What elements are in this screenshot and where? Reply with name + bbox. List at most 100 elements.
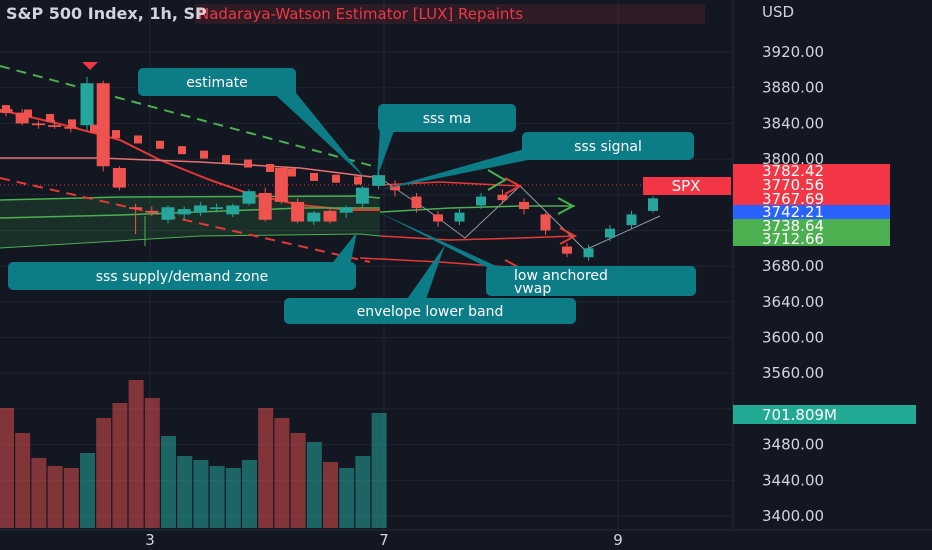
- projection-upper-line: [379, 181, 521, 187]
- volume-bar: [209, 466, 225, 528]
- candle: [80, 83, 94, 126]
- projection-green-line: [379, 205, 575, 213]
- volume-bar: [63, 468, 79, 528]
- envelope-lower-dash: [0, 177, 371, 263]
- price-tick-label: 3640.00: [762, 293, 824, 311]
- price-tag-bg: [733, 232, 890, 246]
- annotation-pointer-sss-zone: [330, 232, 357, 266]
- price-tick-label: 3800.00: [762, 150, 824, 168]
- candles: [0, 76, 386, 235]
- candle: [31, 123, 45, 126]
- candle: [48, 125, 62, 127]
- annotation-box-sss-zone[interactable]: [8, 262, 356, 290]
- price-tag-label: 3742.21: [762, 203, 824, 221]
- projection-zigzag: [379, 177, 661, 251]
- volume-bar: [306, 442, 322, 528]
- indicator-title[interactable]: Nadaraya-Watson Estimator [LUX] Repaints: [198, 5, 523, 23]
- price-tag-bg: [733, 164, 890, 178]
- price-tag-bg: [733, 219, 890, 233]
- estimate-dot: [156, 140, 164, 149]
- estimate-candle: [454, 212, 465, 222]
- annotation-envelope-lower: envelope lower band: [357, 304, 504, 320]
- annotation-low-vwap-line1: low anchored: [514, 268, 608, 284]
- envelope-upper-dash: [0, 65, 381, 169]
- price-tag-label: 3770.56: [762, 176, 824, 194]
- price-tag-label: 3712.66: [762, 230, 824, 248]
- estimate-dot: [200, 150, 208, 159]
- estimate-dot: [112, 130, 120, 139]
- estimate-candle: [433, 214, 443, 222]
- price-tag-bg: [733, 192, 890, 206]
- annotations: estimate sss ma sss signal sss supply/de…: [8, 68, 696, 324]
- volume-bar: [339, 468, 355, 528]
- volume-bar: [15, 433, 31, 528]
- price-tick-label: 3680.00: [762, 257, 824, 275]
- price-tick-label: 3560.00: [762, 364, 824, 382]
- sss-signal-line: [0, 157, 381, 179]
- estimate-dot: [332, 174, 340, 183]
- arrow-red-upper: [504, 177, 523, 195]
- annotation-box-envelope[interactable]: [284, 298, 576, 324]
- time-axis-ticks: 3 7 9: [145, 531, 623, 549]
- price-tag-label: 3767.69: [762, 190, 824, 208]
- projection-lower-line: [379, 235, 576, 241]
- estimate-candle: [540, 214, 551, 231]
- candle: [307, 212, 321, 222]
- volume-bar: [47, 466, 63, 528]
- estimate-candle: [497, 194, 508, 201]
- volume-bar: [371, 413, 387, 528]
- price-tag-label: 3738.64: [762, 217, 824, 235]
- annotation-box-sss-signal[interactable]: [522, 132, 694, 160]
- arrow-red-mid: [559, 227, 578, 245]
- volume-tag: 701.809M: [762, 406, 837, 424]
- candle: [161, 207, 175, 220]
- symbol-tag: SPX: [672, 177, 701, 195]
- volume-bar: [128, 380, 144, 528]
- estimate-candle: [626, 214, 637, 226]
- candle: [112, 168, 126, 188]
- estimate-candles: [390, 180, 658, 261]
- time-tick-label: 9: [613, 531, 623, 549]
- candle: [0, 109, 13, 113]
- candle: [242, 191, 256, 204]
- estimate-candle: [390, 185, 400, 191]
- signal-marker-icon: [82, 62, 98, 70]
- annotation-box-estimate[interactable]: [138, 68, 296, 96]
- annotation-pointer-estimate: [268, 88, 365, 178]
- vwap-line: [0, 207, 380, 219]
- estimate-dot: [354, 176, 362, 185]
- price-tick-label: 3920.00: [762, 43, 824, 61]
- symbol-title[interactable]: S&P 500 Index, 1h, SP: [6, 4, 207, 23]
- estimate-candle: [583, 248, 594, 258]
- annotation-pointer-envelope: [405, 245, 445, 302]
- volume-bar: [112, 403, 128, 528]
- price-tick-label: 3480.00: [762, 436, 824, 454]
- annotation-box-vwap[interactable]: [486, 266, 696, 296]
- estimate-dot: [244, 159, 252, 168]
- candle: [323, 210, 337, 222]
- annotation-sss-ma: sss ma: [423, 111, 472, 127]
- symbol-tag-bg[interactable]: [643, 177, 731, 195]
- candle: [64, 126, 78, 129]
- candle: [226, 205, 240, 215]
- volume-bar: [258, 408, 274, 528]
- candle: [291, 201, 305, 222]
- candle: [339, 207, 353, 213]
- price-tick-label: 3840.00: [762, 114, 824, 132]
- volume-bar: [0, 408, 14, 528]
- price-axis-ticks: 3400.00 3440.00 3480.00 3560.00 3600.00 3640.…: [762, 43, 824, 525]
- candle: [129, 207, 143, 210]
- time-tick-label: 7: [379, 531, 389, 549]
- estimate-dot: [310, 172, 318, 181]
- annotation-sss-signal: sss signal: [574, 139, 642, 155]
- candle: [274, 168, 288, 202]
- annotation-box-sss-ma[interactable]: [378, 104, 516, 132]
- candle: [355, 187, 369, 204]
- volume-bar: [144, 398, 160, 528]
- estimate-dot: [222, 155, 230, 164]
- volume-bar: [193, 460, 209, 528]
- estimate-candle: [519, 201, 529, 210]
- price-tick-label: 3600.00: [762, 329, 824, 347]
